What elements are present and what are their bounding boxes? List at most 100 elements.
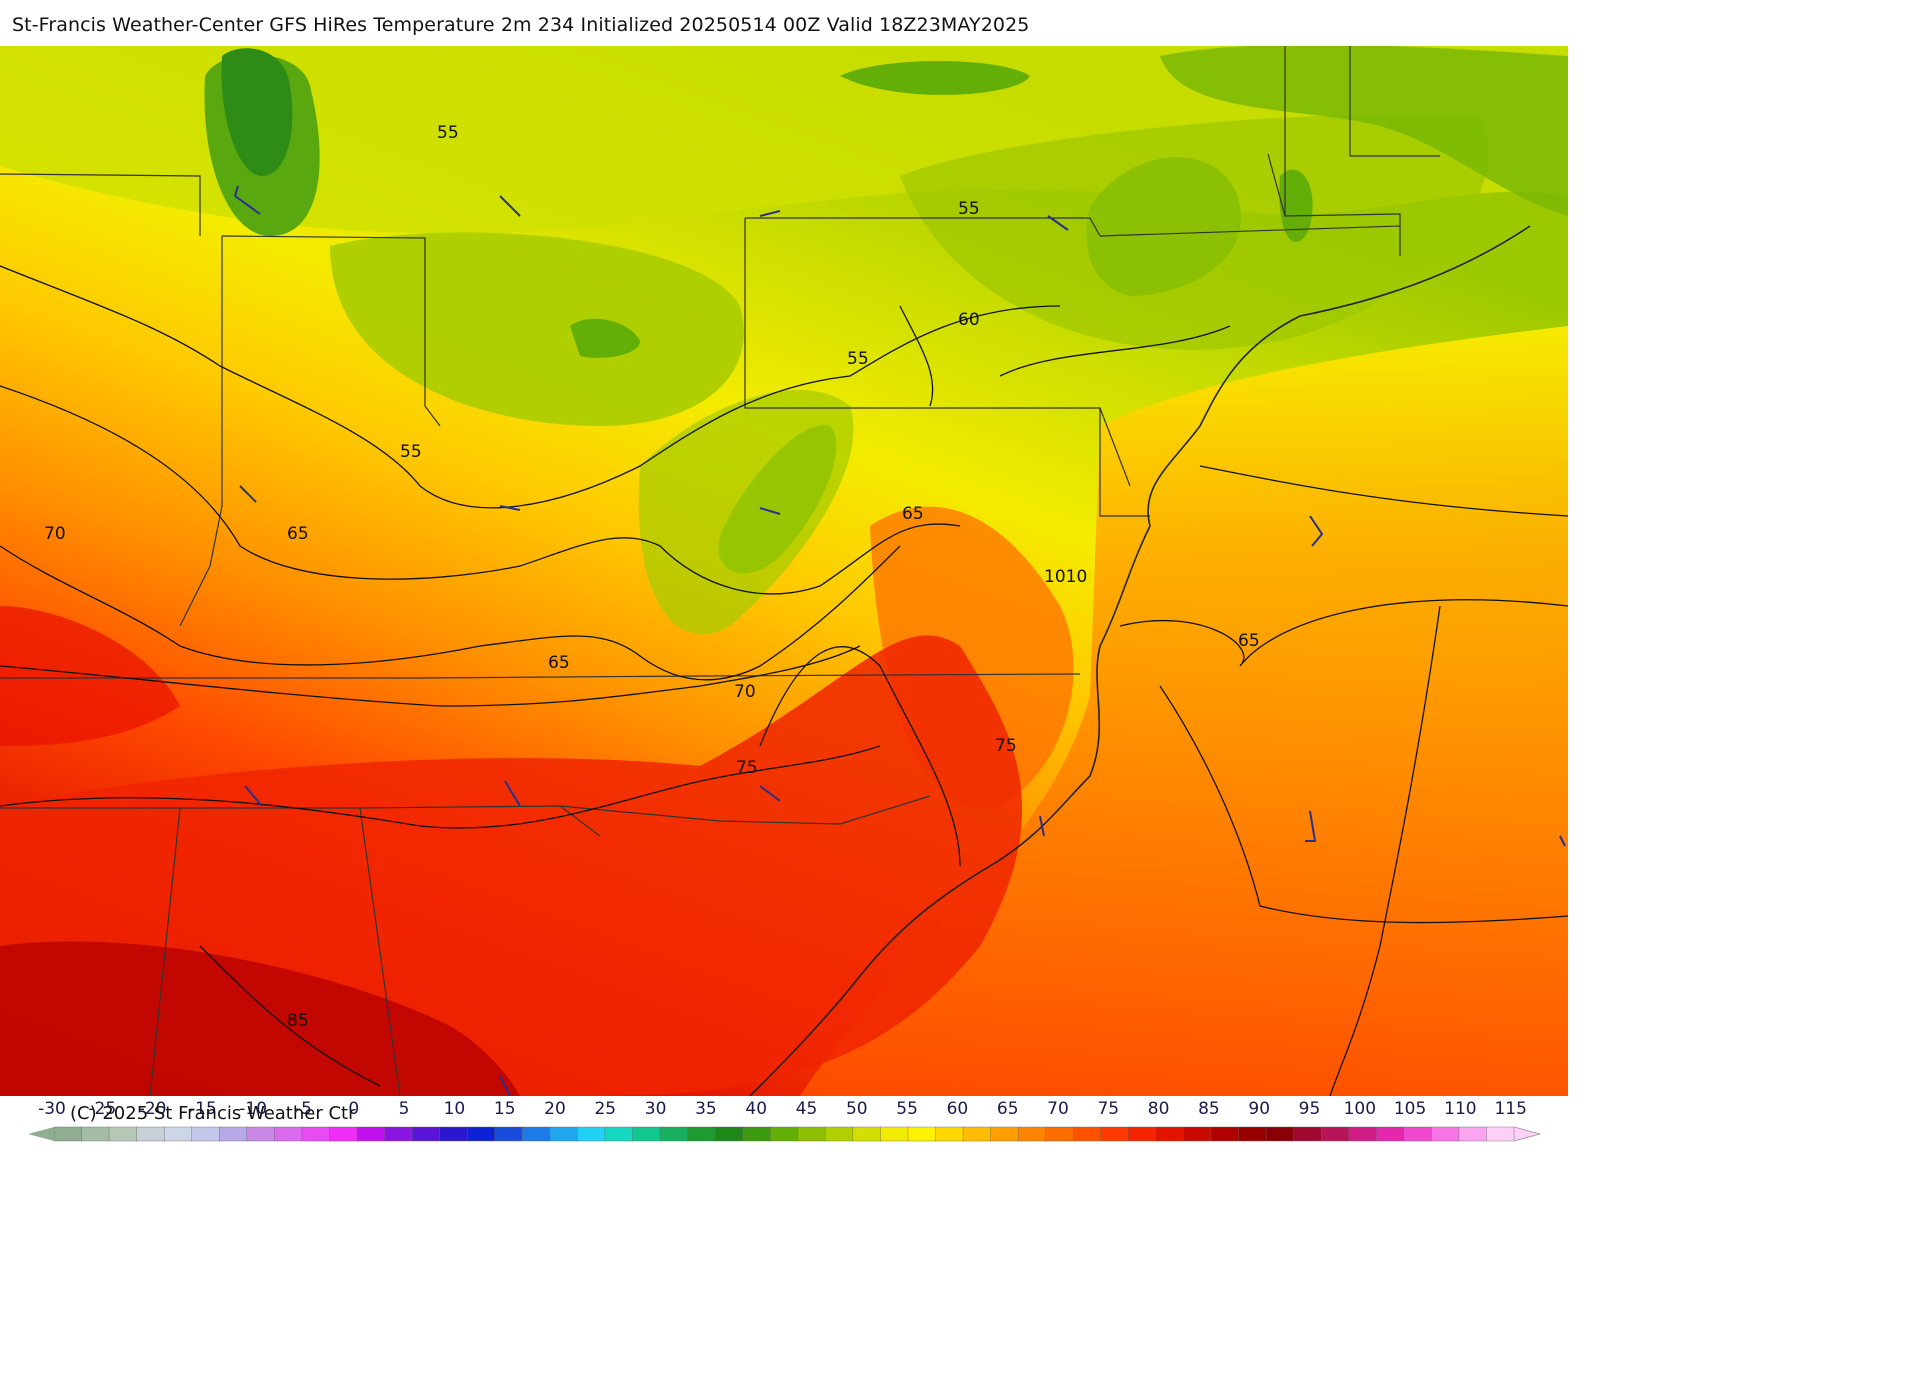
colorbar-tick-label: 95: [1299, 1099, 1321, 1119]
cool-patch-nh: [1279, 169, 1313, 242]
colorbar-swatch: [852, 1126, 882, 1142]
cool-patch-greatlakes-core: [221, 48, 293, 176]
colorbar-swatch: [659, 1126, 689, 1142]
colorbar-swatch: [1293, 1126, 1322, 1142]
colorbar-swatch: [1348, 1126, 1378, 1142]
temperature-map: 55 55 60 55 55 65 70 65 1010 65 65 70 75…: [0, 46, 1568, 1096]
contour-label: 60: [958, 310, 980, 330]
contour-label: 65: [287, 524, 309, 544]
temperature-colorbar: -30 -25 -20 -15 -10 -5 0 5 10 15 20 25 30 35 40 45 50 55 6…: [0, 1096, 1568, 1145]
contour-label: 55: [958, 199, 980, 219]
contour-label: 65: [1238, 631, 1260, 651]
colorbar-tick-label: 65: [997, 1099, 1019, 1119]
colorbar-swatch: [1210, 1126, 1240, 1142]
colorbar-swatch: [356, 1126, 386, 1142]
colorbar-swatch: [742, 1126, 772, 1142]
colorbar-tick-label: 70: [1047, 1099, 1069, 1119]
colorbar-swatch: [1155, 1126, 1185, 1142]
colorbar-tick-label: -15: [189, 1099, 217, 1119]
colorbar-tick-label: 0: [348, 1099, 359, 1119]
contour-label: 70: [734, 682, 756, 702]
colorbar-tick-label: 30: [645, 1099, 667, 1119]
colorbar-swatch: [935, 1126, 964, 1142]
cool-patch-maine: [1160, 46, 1568, 216]
colorbar-tick-label: 105: [1394, 1099, 1426, 1119]
colorbar-swatch: [1073, 1126, 1102, 1142]
colorbar-tick-label: 80: [1148, 1099, 1170, 1119]
colorbar-swatch: [301, 1126, 331, 1142]
colorbar-swatch: [1100, 1126, 1130, 1142]
colorbar-tick-label: 115: [1494, 1099, 1526, 1119]
colorbar-swatch: [604, 1126, 634, 1142]
colorbar-swatch: [163, 1126, 193, 1142]
colorbar-tick-label: 10: [444, 1099, 466, 1119]
map-title: St-Francis Weather-Center GFS HiRes Temp…: [12, 14, 1030, 36]
colorbar-tick-label: 85: [1198, 1099, 1220, 1119]
hottest-patch-georgia: [0, 941, 520, 1096]
colorbar-swatch: [1431, 1126, 1460, 1142]
colorbar-swatch: [439, 1126, 469, 1142]
colorbar-swatch: [1017, 1126, 1047, 1142]
colorbar-swatch: [1238, 1126, 1267, 1142]
colorbar-swatch: [1486, 1126, 1515, 1142]
contour-label: 65: [548, 653, 570, 673]
colorbar-swatch: [81, 1126, 110, 1142]
contour-label: 75: [736, 758, 758, 778]
colorbar-swatch: [1183, 1126, 1212, 1142]
colorbar-swatch: [467, 1126, 496, 1142]
colorbar-swatch: [962, 1126, 992, 1142]
wind-barbs: [234, 185, 1566, 1096]
colorbar-tick-label: 110: [1444, 1099, 1476, 1119]
colorbar-tick-label: 90: [1248, 1099, 1270, 1119]
contour-label: 55: [400, 442, 422, 462]
colorbar-swatch: [522, 1126, 551, 1142]
hot-patch-westcoast: [0, 606, 180, 746]
copyright-notice: (C) 2025 St Francis Weather Ctr: [70, 1103, 356, 1124]
colorbar-tick-label: 60: [947, 1099, 969, 1119]
colorbar-swatch: [136, 1126, 165, 1142]
colorbar-swatch: [632, 1126, 661, 1142]
colorbar-tick-label: 20: [544, 1099, 566, 1119]
cool-patch-ohio: [330, 232, 744, 426]
colorbar-left-arrow: [28, 1127, 54, 1141]
colorbar-swatch: [1265, 1126, 1295, 1142]
coastline: [749, 225, 1531, 1096]
colorbar-tick-label: 45: [796, 1099, 818, 1119]
cool-patch-quebec: [840, 61, 1030, 95]
colorbar-swatch: [1045, 1126, 1075, 1142]
colorbar-tick-label: 15: [494, 1099, 516, 1119]
colorbar-tick-label: 5: [399, 1099, 410, 1119]
colorbar-tick-label: 40: [745, 1099, 767, 1119]
contour-label: 1010: [1044, 567, 1087, 587]
colorbar-swatch: [53, 1126, 83, 1142]
colorbar-swatch: [1320, 1126, 1350, 1142]
colorbar-tick-label: 50: [846, 1099, 868, 1119]
colorbar-swatch: [577, 1126, 606, 1142]
colorbar-swatch: [1458, 1126, 1488, 1142]
contour-label: 70: [44, 524, 66, 544]
colorbar-swatch: [274, 1126, 303, 1142]
colorbar-swatch: [411, 1126, 441, 1142]
cool-patch-northeast: [900, 114, 1488, 350]
colorbar-swatch: [1403, 1126, 1433, 1142]
colorbar-swatch: [108, 1126, 138, 1142]
colorbar-swatch: [825, 1126, 854, 1142]
cool-patch-appalachian-band: [638, 389, 854, 635]
colorbar-swatch: [907, 1126, 937, 1142]
contour-label: 55: [437, 123, 459, 143]
colorbar-tick-label: 25: [594, 1099, 616, 1119]
colorbar-swatch: [687, 1126, 716, 1142]
colorbar-swatch: [191, 1126, 221, 1142]
colorbar-swatch: [770, 1126, 799, 1142]
state-boundaries: [0, 46, 1440, 1096]
contour-label: 65: [902, 504, 924, 524]
colorbar-right-arrow: [1513, 1126, 1542, 1142]
colorbar-swatch: [1376, 1126, 1405, 1142]
colorbar-tick-label: -5: [295, 1099, 312, 1119]
colorbar-swatch: [384, 1126, 413, 1142]
cool-patch-ohio-core: [570, 318, 640, 358]
colorbar-swatch: [880, 1126, 909, 1142]
colorbar-tick-label: 100: [1344, 1099, 1376, 1119]
colorbar-swatch: [549, 1126, 579, 1142]
colorbar-swatch: [494, 1126, 524, 1142]
